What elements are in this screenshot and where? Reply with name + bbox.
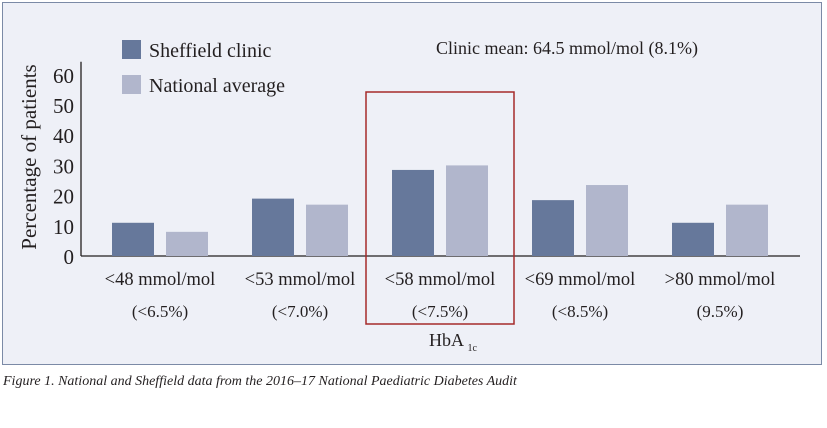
y-tick-label: 30	[53, 154, 74, 178]
figure-panel: 0 10 20 30 40 50 60 <48 mmol/mol (<6.5%) <53 mmo…	[2, 2, 822, 365]
y-tick-label: 60	[53, 64, 74, 88]
bar-sheffield	[252, 198, 294, 256]
bar-national	[586, 185, 628, 256]
x-axis-title-subscript: 1c	[468, 343, 478, 354]
figure-caption: Figure 1. National and Sheffield data fr…	[3, 374, 517, 389]
x-tick-label: >80 mmol/mol	[665, 270, 776, 290]
x-axis-title: HbA 1c	[429, 330, 478, 354]
x-axis-labels: <48 mmol/mol (<6.5%) <53 mmol/mol (<7.0%) <5…	[105, 270, 776, 321]
bars	[112, 165, 768, 256]
y-tick-label: 0	[64, 245, 75, 269]
legend-label-sheffield: Sheffield clinic	[149, 40, 271, 62]
x-tick-label: <53 mmol/mol	[245, 270, 356, 290]
x-tick-sublabel: (<7.0%)	[272, 302, 328, 321]
legend: Sheffield clinic National average	[122, 40, 285, 97]
x-tick-sublabel: (<7.5%)	[412, 302, 468, 321]
x-tick-sublabel: (<8.5%)	[552, 302, 608, 321]
y-tick-label: 20	[53, 185, 74, 209]
y-tick-label: 10	[53, 215, 74, 239]
x-axis-title-main: HbA	[429, 330, 464, 350]
x-tick-label: <48 mmol/mol	[105, 270, 216, 290]
bar-sheffield	[532, 200, 574, 256]
clinic-mean-annotation: Clinic mean: 64.5 mmol/mol (8.1%)	[436, 38, 698, 59]
bar-sheffield	[392, 169, 434, 256]
bar-sheffield	[672, 222, 714, 256]
bar-national	[726, 204, 768, 256]
bar-sheffield	[112, 222, 154, 256]
y-axis-label: Percentage of patients	[17, 64, 41, 249]
legend-label-national: National average	[149, 75, 285, 97]
y-tick-label: 50	[53, 94, 74, 118]
bar-national	[306, 204, 348, 256]
y-tick-label: 40	[53, 124, 74, 148]
x-tick-sublabel: (9.5%)	[697, 302, 744, 321]
bar-chart: 0 10 20 30 40 50 60 <48 mmol/mol (<6.5%) <53 mmo…	[17, 38, 800, 354]
highlight-box	[365, 91, 515, 325]
legend-swatch-sheffield	[122, 40, 141, 59]
x-tick-label: <69 mmol/mol	[525, 270, 636, 290]
legend-swatch-national	[122, 75, 141, 94]
bar-national	[446, 165, 488, 256]
x-tick-label: <58 mmol/mol	[385, 270, 496, 290]
bar-national	[166, 231, 208, 256]
x-tick-sublabel: (<6.5%)	[132, 302, 188, 321]
